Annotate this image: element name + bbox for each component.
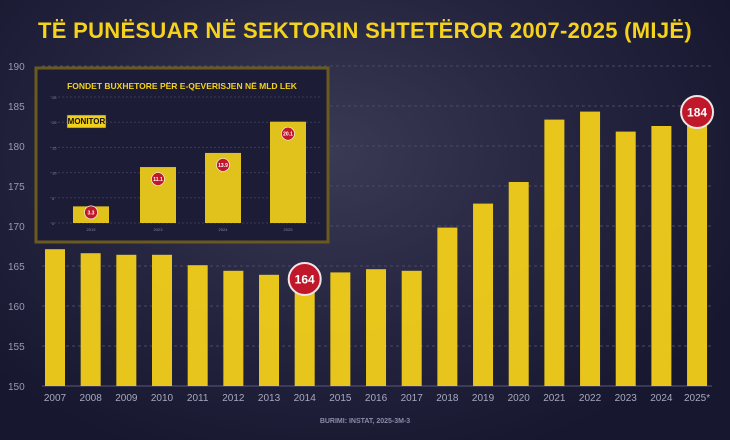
x-tick-label: 2015 [329, 393, 352, 404]
inset-y-tick: 25 [52, 95, 57, 100]
inset-title: FONDET BUXHETORE PËR E-QEVERISJEN NË MLD… [67, 81, 298, 91]
bar-2023 [615, 131, 636, 386]
data-label: 184 [687, 106, 707, 120]
bar-2007 [45, 249, 65, 386]
x-tick-label: 2017 [401, 393, 424, 404]
x-tick-label: 2025* [684, 393, 710, 404]
bar-2010 [152, 254, 173, 386]
bar-2009 [116, 254, 137, 386]
inset-x-tick: 2024 [219, 227, 229, 232]
y-tick-label: 160 [8, 302, 25, 313]
y-tick-label: 175 [8, 182, 25, 193]
bar-2011 [187, 265, 208, 386]
x-tick-label: 2012 [222, 393, 245, 404]
x-tick-label: 2011 [187, 393, 209, 404]
x-tick-label: 2014 [294, 393, 317, 404]
inset-y-tick: 10 [52, 171, 57, 176]
x-tick-label: 2009 [115, 393, 138, 404]
x-tick-label: 2016 [365, 393, 388, 404]
bar-2020 [508, 182, 529, 386]
inset-x-tick: 2023 [154, 227, 164, 232]
inset-y-tick: 15 [52, 145, 57, 150]
x-tick-label: 2007 [44, 393, 67, 404]
value-badge [287, 262, 322, 296]
x-tick-label: 2020 [508, 393, 531, 404]
inset-y-tick: 20 [52, 120, 57, 125]
x-tick-label: 2019 [472, 393, 495, 404]
inset-data-label: 3.3 [88, 210, 95, 216]
bar-2022 [580, 111, 601, 386]
bar-2014 [294, 274, 315, 386]
inset-x-tick: 2019 [87, 227, 97, 232]
y-tick-label: 155 [8, 342, 25, 353]
monitor-logo-text: MONITOR [68, 117, 106, 126]
x-tick-label: 2008 [80, 393, 103, 404]
x-tick-label: 2022 [579, 393, 602, 404]
bar-2016 [366, 269, 387, 386]
bar-2012 [223, 270, 244, 386]
source-note: BURIMI: INSTAT, 2025-3M-3 [319, 418, 411, 425]
bar-2019 [473, 203, 494, 386]
chart-title: TË PUNËSUAR NË SEKTORIN SHTETËROR 2007-2… [38, 18, 692, 43]
inset-value-badge [281, 126, 295, 141]
inset-data-label: 20.1 [283, 132, 293, 138]
inset-y-tick: 0 [52, 221, 55, 226]
inset-data-label: 11.1 [153, 177, 163, 183]
x-tick-label: 2018 [436, 393, 459, 404]
y-tick-label: 190 [8, 62, 25, 73]
bar-2017 [401, 270, 422, 386]
bar-2025* [687, 114, 708, 386]
inset-chart: FONDET BUXHETORE PËR E-QEVERISJEN NË MLD… [34, 66, 330, 244]
value-badge [680, 95, 715, 129]
inset-value-badge [151, 172, 165, 186]
x-tick-label: 2021 [543, 393, 566, 404]
data-label: 164 [295, 273, 315, 287]
monitor-logo [66, 114, 107, 129]
x-tick-label: 2024 [650, 393, 673, 404]
inset-value-badge [216, 158, 230, 172]
bar-2008 [80, 253, 101, 386]
bar-2015 [330, 272, 351, 386]
y-tick-label: 180 [8, 142, 25, 153]
x-tick-label: 2010 [151, 393, 174, 404]
y-tick-label: 165 [8, 262, 25, 273]
x-tick-label: 2013 [258, 393, 281, 404]
bar-2021 [544, 119, 565, 386]
y-tick-label: 185 [8, 102, 25, 113]
inset-y-tick: 5 [52, 196, 55, 201]
y-tick-label: 150 [8, 382, 25, 393]
inset-value-badge [84, 205, 98, 220]
bar-2013 [259, 274, 280, 386]
x-tick-label: 2023 [615, 393, 638, 404]
bar-2018 [437, 227, 458, 386]
inset-x-tick: 2025 [284, 227, 294, 232]
bar-2024 [651, 126, 672, 386]
inset-data-label: 13.9 [218, 163, 228, 169]
y-tick-label: 170 [8, 222, 25, 233]
